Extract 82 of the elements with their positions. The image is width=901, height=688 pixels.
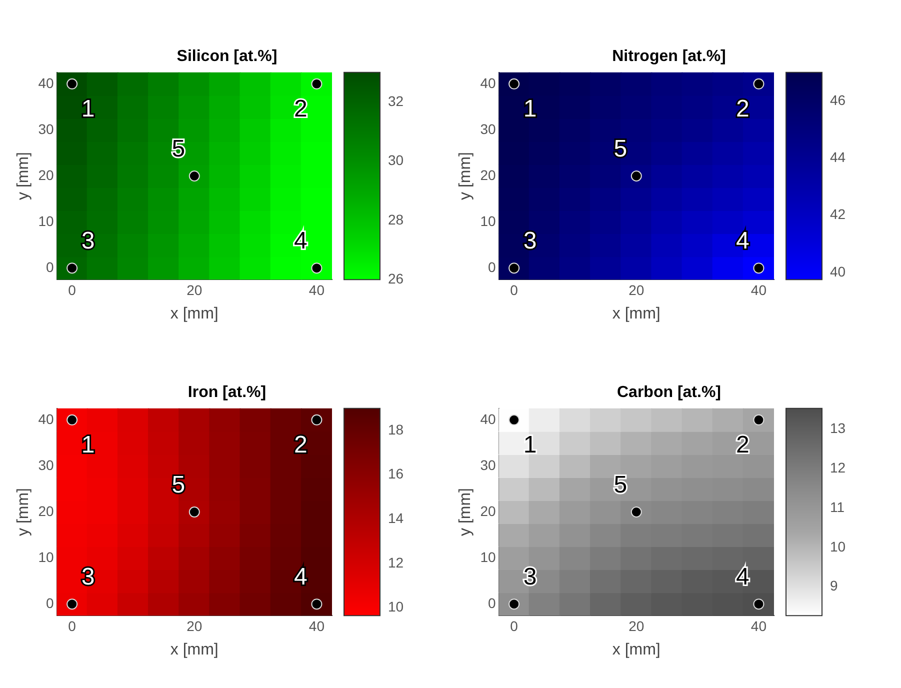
y-tick-label: 40 xyxy=(38,410,54,427)
y-axis-title: y [mm] xyxy=(457,152,474,200)
color-bar-label: 16 xyxy=(388,466,404,482)
chart-title: Silicon [at.%] xyxy=(176,48,278,66)
annotation: 5 xyxy=(172,136,186,163)
x-axis-title: x [mm] xyxy=(612,641,660,658)
annotation: 3 xyxy=(523,564,537,591)
color-bar-label: 12 xyxy=(388,554,404,570)
x-axis-title: x [mm] xyxy=(170,305,218,322)
annotation: 3 xyxy=(81,564,95,591)
annotation: 4 xyxy=(736,228,750,255)
color-bar-label: 46 xyxy=(830,92,846,108)
color-bar-label: 40 xyxy=(830,263,846,280)
y-tick-label: 10 xyxy=(480,548,496,565)
y-axis-title: y [mm] xyxy=(15,152,32,200)
x-tick-label: 20 xyxy=(186,618,202,634)
annotation: 2 xyxy=(294,96,308,123)
x-tick-label: 0 xyxy=(510,282,518,298)
y-tick-label: 40 xyxy=(480,410,496,427)
annotation: 3 xyxy=(523,228,537,255)
x-tick-label: 40 xyxy=(750,282,767,298)
color-bar-label: 30 xyxy=(388,152,404,168)
color-bar-label: 32 xyxy=(388,92,404,109)
x-tick-label: 20 xyxy=(628,282,644,298)
x-tick-label: 40 xyxy=(750,618,767,634)
color-bar-label: 10 xyxy=(830,538,846,554)
x-tick-label: 20 xyxy=(186,282,202,298)
annotation: 4 xyxy=(294,564,308,591)
color-bar-label: 9 xyxy=(830,578,838,594)
y-tick-label: 0 xyxy=(488,258,496,275)
annotation: 4 xyxy=(294,228,308,255)
color-bar-label: 18 xyxy=(388,421,404,438)
annotation: 2 xyxy=(294,432,308,459)
annotation: 1 xyxy=(81,96,95,123)
y-tick-label: 30 xyxy=(480,456,496,473)
x-axis-title: x [mm] xyxy=(170,641,218,658)
y-tick-label: 30 xyxy=(480,120,496,137)
y-tick-label: 20 xyxy=(38,166,54,183)
color-bar-label: 14 xyxy=(388,510,404,526)
y-tick-label: 0 xyxy=(46,594,54,611)
x-axis-title: x [mm] xyxy=(612,305,660,322)
y-tick-label: 10 xyxy=(480,212,496,229)
x-tick-label: 0 xyxy=(510,618,518,634)
y-tick-label: 40 xyxy=(38,74,54,91)
color-bar-label: 13 xyxy=(830,420,846,436)
y-tick-label: 30 xyxy=(38,120,54,137)
color-bar-label: 10 xyxy=(388,598,404,615)
annotation: 1 xyxy=(523,432,537,459)
annotation: 3 xyxy=(81,228,95,255)
x-tick-label: 40 xyxy=(308,282,325,298)
annotation: 5 xyxy=(172,472,186,499)
annotation: 5 xyxy=(614,472,628,499)
annotation: 2 xyxy=(736,432,750,459)
x-tick-label: 0 xyxy=(68,618,76,634)
y-tick-label: 20 xyxy=(480,166,496,183)
y-tick-label: 0 xyxy=(46,258,54,275)
y-tick-label: 20 xyxy=(38,502,54,519)
y-axis-title: y [mm] xyxy=(15,488,32,536)
color-bar-label: 42 xyxy=(830,206,846,222)
annotation: 2 xyxy=(736,96,750,123)
y-tick-label: 20 xyxy=(480,502,496,519)
color-bar-label: 28 xyxy=(388,211,404,228)
y-tick-label: 30 xyxy=(38,456,54,473)
x-tick-label: 40 xyxy=(308,618,325,634)
color-bar-label: 26 xyxy=(388,270,404,286)
color-bar-label: 12 xyxy=(830,460,846,476)
annotation: 4 xyxy=(736,564,750,591)
x-tick-label: 0 xyxy=(68,282,76,298)
chart-title: Carbon [at.%] xyxy=(617,384,721,402)
annotation: 1 xyxy=(81,432,95,459)
y-tick-label: 40 xyxy=(480,74,496,91)
y-tick-label: 0 xyxy=(488,594,496,611)
color-bar-label: 44 xyxy=(830,148,846,165)
annotation: 1 xyxy=(523,96,537,123)
y-axis-title: y [mm] xyxy=(457,488,474,536)
annotation: 5 xyxy=(614,136,628,163)
chart-title: Iron [at.%] xyxy=(188,384,266,402)
chart-title: Nitrogen [at.%] xyxy=(612,48,726,66)
y-tick-label: 10 xyxy=(38,548,54,565)
y-tick-label: 10 xyxy=(38,212,54,229)
color-bar-label: 11 xyxy=(830,498,845,515)
x-tick-label: 20 xyxy=(628,618,644,634)
